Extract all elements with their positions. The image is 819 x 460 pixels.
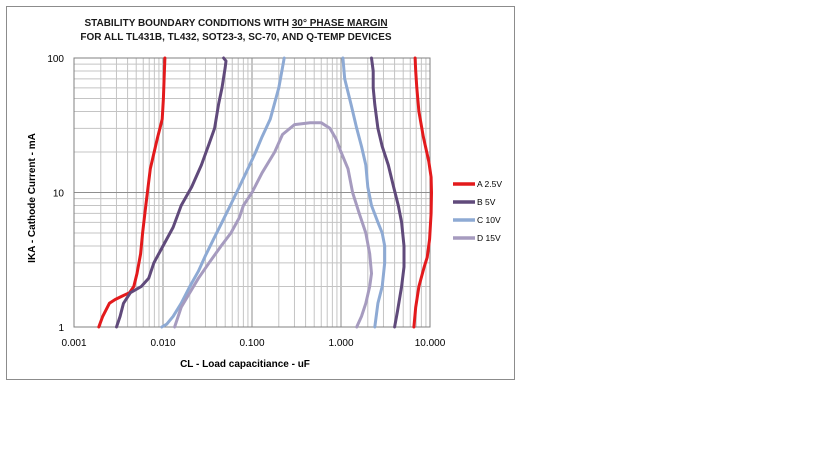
- legend-label-2: B 5V: [477, 197, 496, 207]
- chart-title-line1: STABILITY BOUNDARY CONDITIONS WITH 30° P…: [84, 18, 387, 29]
- y-tick-label: 100: [47, 54, 64, 65]
- series-line-3: [160, 56, 286, 329]
- x-tick-label: 10.000: [415, 338, 446, 349]
- chart-title-underlined: 30° PHASE MARGIN: [292, 18, 388, 29]
- x-axis-title: CL - Load capacitiance - uF: [180, 359, 310, 370]
- x-tick-label: 1.000: [328, 338, 353, 349]
- series-line-3: [341, 56, 387, 329]
- chart-title-line2: FOR ALL TL431B, TL432, SOT23-3, SC-70, A…: [80, 32, 392, 43]
- chart-title-prefix: STABILITY BOUNDARY CONDITIONS WITH: [84, 18, 291, 29]
- legend-label-1: A 2.5V: [477, 179, 502, 189]
- series-group: [97, 56, 433, 329]
- x-tick-label: 0.010: [150, 338, 175, 349]
- chart-frame: STABILITY BOUNDARY CONDITIONS WITH 30° P…: [6, 6, 515, 380]
- y-tick-label: 1: [58, 323, 64, 334]
- tick-labels: 0.001 0.010 0.100 1.000 10.000 1 10 100: [47, 54, 445, 349]
- chart-svg: STABILITY BOUNDARY CONDITIONS WITH 30° P…: [27, 18, 502, 370]
- series-line-4: [173, 121, 373, 329]
- series-line-1: [97, 56, 167, 329]
- legend-label-3: C 10V: [477, 215, 501, 225]
- x-tick-label: 0.001: [61, 338, 86, 349]
- y-axis-title: IKA - Cathode Current - mA: [27, 133, 38, 263]
- series-line-1: [412, 56, 433, 329]
- legend: A 2.5V B 5V C 10V D 15V: [453, 179, 502, 243]
- x-tick-label: 0.100: [239, 338, 264, 349]
- y-tick-label: 10: [53, 189, 65, 200]
- series-line-2: [115, 56, 228, 329]
- series-line-2: [370, 56, 406, 329]
- legend-label-4: D 15V: [477, 233, 501, 243]
